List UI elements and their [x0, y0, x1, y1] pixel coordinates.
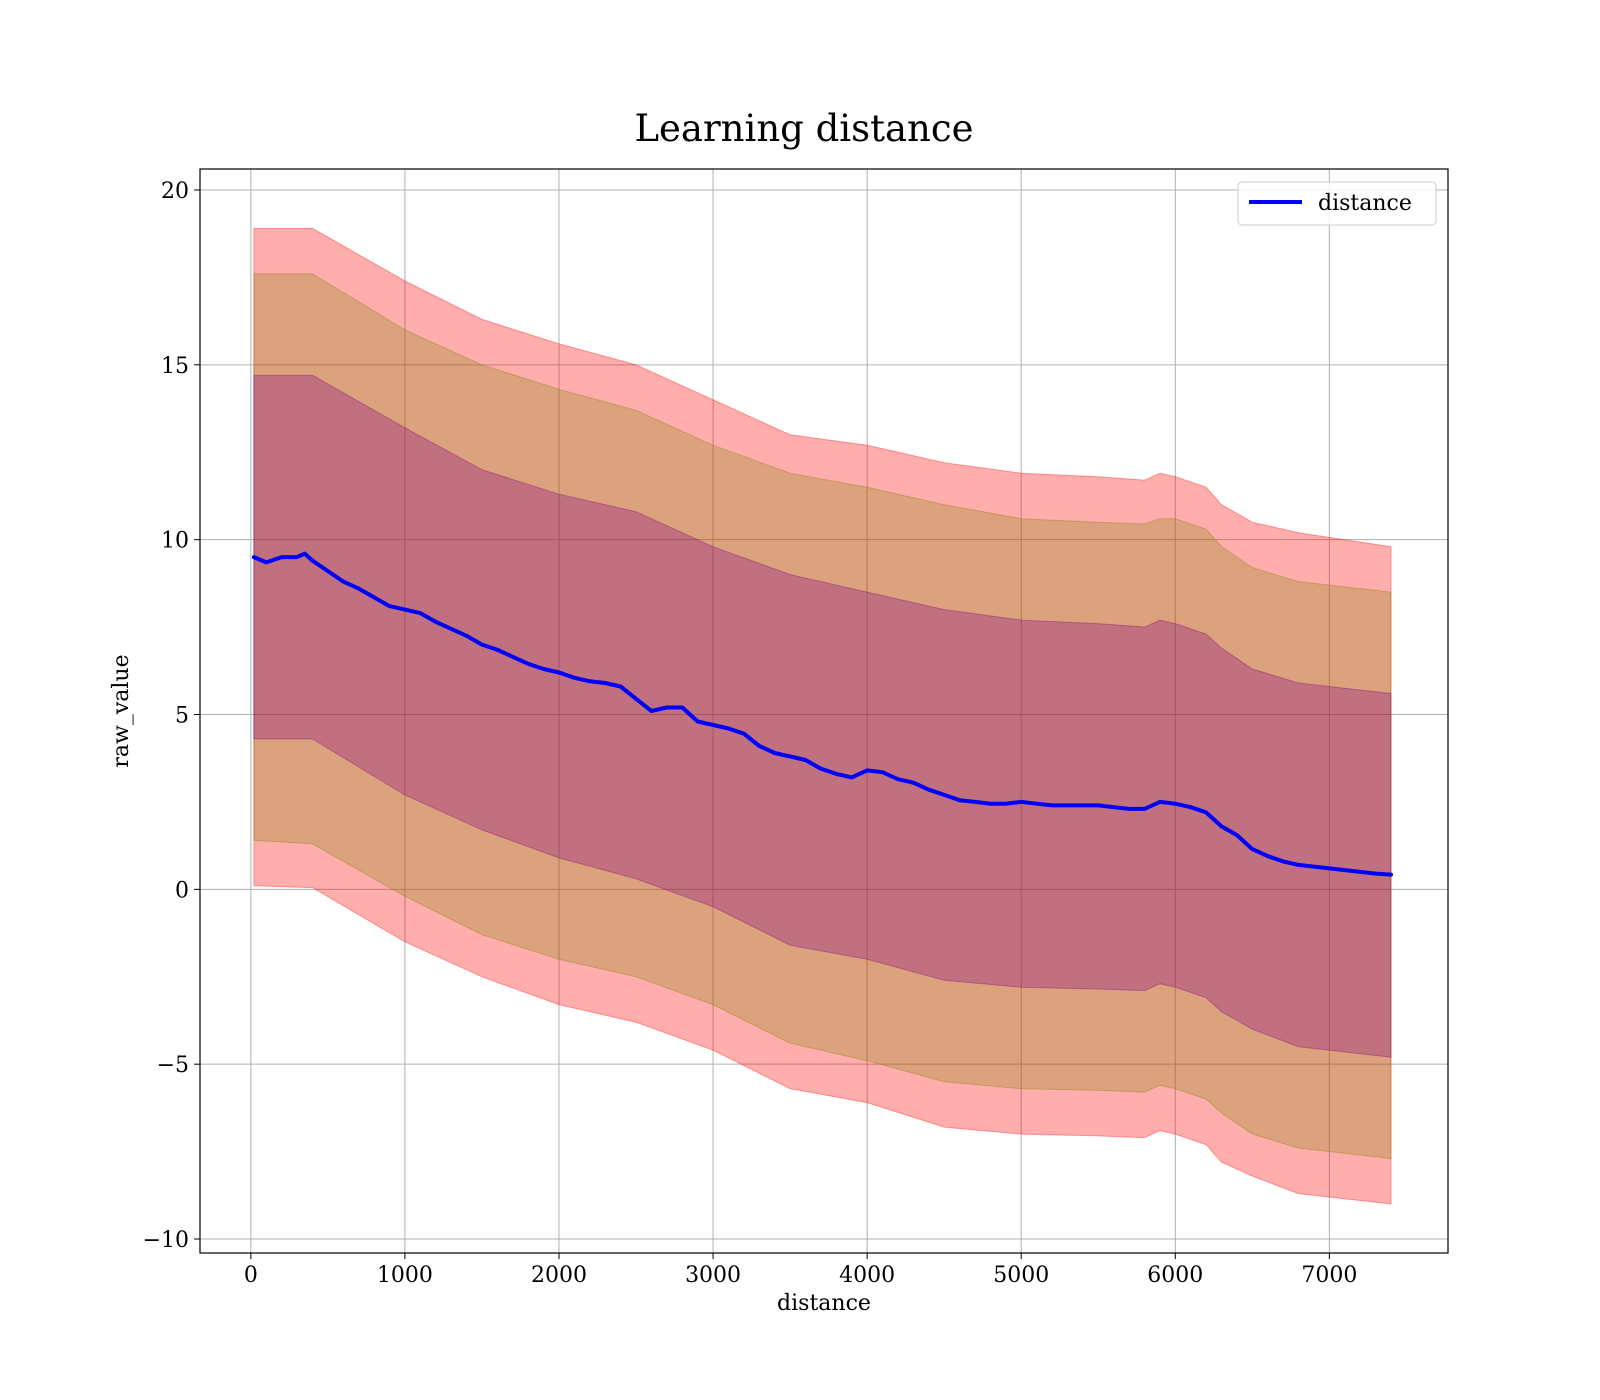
series-line-distance [251, 551, 1393, 877]
legend: distance [1237, 181, 1437, 226]
x-tick-label: 1000 [377, 1263, 433, 1288]
plot-frame [199, 168, 1449, 1254]
y-tick-label: −10 [143, 1228, 189, 1253]
grid [200, 169, 1448, 1253]
x-ticks: 0 1000 2000 3000 4000 5000 6000 7000 [244, 1253, 1357, 1288]
y-tick-label: 15 [161, 354, 189, 379]
series [251, 551, 1393, 877]
y-ticks: −10 −5 0 5 10 15 20 [143, 179, 200, 1253]
y-tick-label: 10 [161, 529, 189, 554]
y-axis-label: raw_value [109, 654, 134, 767]
y-tick-label: 5 [175, 703, 189, 728]
y-tick-label: 20 [161, 179, 189, 204]
x-tick-label: 3000 [685, 1263, 741, 1288]
x-tick-label: 0 [244, 1263, 258, 1288]
x-tick-label: 2000 [531, 1263, 587, 1288]
x-tick-label: 7000 [1301, 1263, 1357, 1288]
confidence-band-2 [253, 273, 1392, 1160]
bands [253, 227, 1392, 1205]
x-tick-label: 6000 [1147, 1263, 1203, 1288]
legend-label: distance [1318, 191, 1412, 216]
confidence-band-1 [253, 227, 1392, 1205]
legend-box [1237, 181, 1437, 226]
y-tick-label: 0 [175, 878, 189, 903]
x-tick-label: 4000 [839, 1263, 895, 1288]
x-tick-label: 5000 [993, 1263, 1049, 1288]
chart-title: Learning distance [634, 107, 973, 150]
x-axis-label: distance [777, 1291, 871, 1316]
y-tick-label: −5 [157, 1053, 189, 1078]
confidence-band-3 [253, 374, 1392, 1058]
